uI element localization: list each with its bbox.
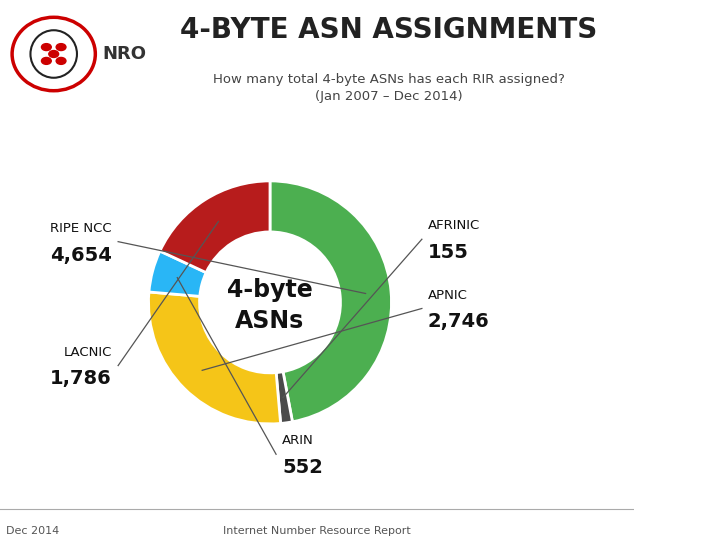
Text: APNIC: APNIC xyxy=(428,288,468,302)
Wedge shape xyxy=(149,251,206,296)
Text: How many total 4-byte ASNs has each RIR assigned?
(Jan 2007 – Dec 2014): How many total 4-byte ASNs has each RIR … xyxy=(213,73,564,104)
Text: 4-BYTE ASN ASSIGNMENTS: 4-BYTE ASN ASSIGNMENTS xyxy=(180,16,598,44)
Wedge shape xyxy=(270,181,392,422)
Circle shape xyxy=(56,57,66,64)
Text: ARIN: ARIN xyxy=(282,434,314,448)
Text: NRO: NRO xyxy=(103,45,147,63)
Text: 155: 155 xyxy=(428,243,469,262)
Text: 552: 552 xyxy=(282,458,323,477)
Text: LACNIC: LACNIC xyxy=(63,346,112,359)
Circle shape xyxy=(42,57,51,64)
Text: Internet Number Resource Report: Internet Number Resource Report xyxy=(223,526,410,536)
Text: RIPE NCC: RIPE NCC xyxy=(50,222,112,235)
Text: 4-byte: 4-byte xyxy=(227,278,313,302)
Circle shape xyxy=(56,44,66,51)
Wedge shape xyxy=(276,372,292,423)
Circle shape xyxy=(42,44,51,51)
Text: ASNs: ASNs xyxy=(235,309,305,333)
Circle shape xyxy=(49,51,58,57)
Text: AFRINIC: AFRINIC xyxy=(428,219,480,232)
Text: Dec 2014: Dec 2014 xyxy=(6,526,60,536)
Text: 4,654: 4,654 xyxy=(50,246,112,265)
Text: 1,786: 1,786 xyxy=(50,369,112,388)
Text: 2,746: 2,746 xyxy=(428,312,490,332)
Wedge shape xyxy=(160,181,270,273)
Wedge shape xyxy=(148,292,281,424)
